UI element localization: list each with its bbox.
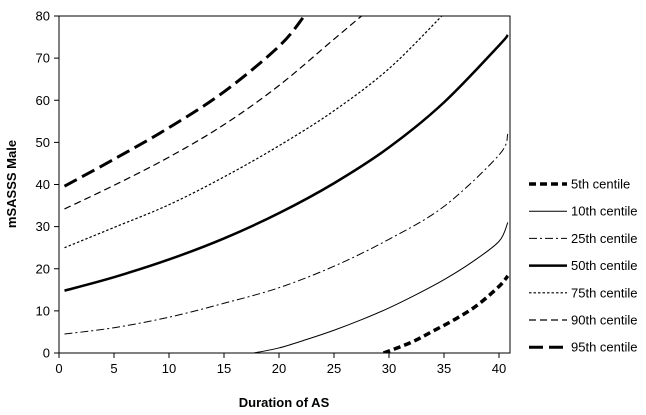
x-axis-title: Duration of AS <box>239 395 330 410</box>
y-tick-label: 20 <box>36 261 50 276</box>
y-tick-label: 70 <box>36 51 50 66</box>
line-95th-centile <box>63 16 306 188</box>
line-50th-centile <box>64 34 509 292</box>
x-tick-label: 15 <box>217 361 231 376</box>
x-tick-label: 25 <box>327 361 341 376</box>
y-tick-label: 80 <box>36 9 50 24</box>
legend-label-10th-centile: 10th centile <box>571 204 638 219</box>
legend: 5th centile 10th centile 25th centile 50th … <box>529 177 638 355</box>
y-tick-label: 10 <box>36 303 50 318</box>
plot-area <box>58 15 511 354</box>
x-tick-label: 20 <box>272 361 286 376</box>
legend-label-90th-centile: 90th centile <box>571 313 638 328</box>
line-75th-centile <box>64 16 443 249</box>
line-5th-centile <box>382 274 510 353</box>
line-90th-centile <box>64 16 362 210</box>
line-10th-centile <box>253 222 509 353</box>
x-tick-label: 5 <box>110 361 117 376</box>
axes: 0 5 10 15 20 25 30 35 40 0 10 20 30 40 50 60 70 80 <box>36 9 507 377</box>
x-tick-label: 0 <box>55 361 62 376</box>
legend-label-75th-centile: 75th centile <box>571 285 638 300</box>
x-tick-label: 30 <box>382 361 396 376</box>
legend-label-50th-centile: 50th centile <box>571 258 638 273</box>
x-tick-label: 10 <box>162 361 176 376</box>
x-tick-label: 40 <box>492 361 506 376</box>
y-axis-title: mSASSS Male <box>4 140 19 228</box>
legend-label-95th-centile: 95th centile <box>571 340 638 355</box>
y-tick-label: 50 <box>36 135 50 150</box>
y-tick-label: 60 <box>36 93 50 108</box>
legend-label-25th-centile: 25th centile <box>571 231 638 246</box>
y-tick-label: 40 <box>36 177 50 192</box>
legend-label-5th-centile: 5th centile <box>571 177 630 192</box>
y-tick-label: 30 <box>36 219 50 234</box>
series-lines <box>63 16 510 353</box>
x-tick-label: 35 <box>437 361 451 376</box>
line-25th-centile <box>64 133 509 335</box>
y-tick-label: 0 <box>43 346 50 361</box>
